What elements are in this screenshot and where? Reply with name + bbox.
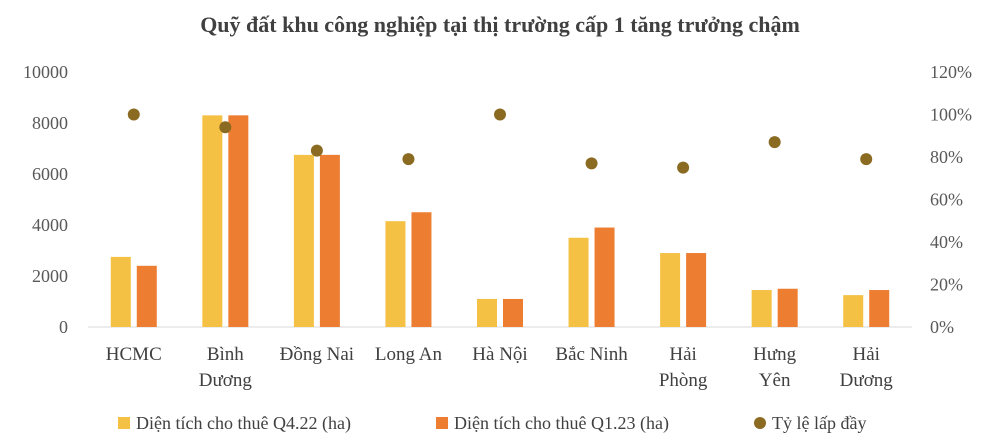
x-tick-label: Hải: [669, 344, 696, 365]
legend-marker: [754, 417, 766, 429]
x-tick-label: Đồng Nai: [280, 344, 354, 365]
x-tick-label: Bắc Ninh: [555, 344, 628, 365]
bar: [568, 237, 589, 327]
y-left-tick-label: 0: [59, 317, 68, 337]
data-point: [677, 161, 690, 174]
bar: [660, 253, 681, 327]
data-point: [585, 157, 598, 170]
bar: [751, 290, 772, 327]
chart-title: Quỹ đất khu công nghiệp tại thị trường c…: [200, 12, 800, 37]
bar: [293, 154, 314, 327]
bar: [385, 221, 406, 327]
bar: [411, 212, 432, 327]
bar: [843, 295, 864, 327]
x-tick-label: Dương: [199, 370, 253, 391]
bar: [136, 265, 157, 327]
y-right-tick-label: 60%: [930, 190, 963, 210]
legend-swatch: [436, 417, 448, 429]
bar: [477, 298, 497, 327]
x-tick-label: Hưng: [753, 344, 797, 365]
x-tick-label: Hải: [853, 344, 880, 365]
data-point: [402, 153, 415, 166]
data-point: [768, 136, 781, 149]
x-tick-label: Dương: [840, 370, 894, 391]
bar: [594, 227, 615, 327]
y-right-tick-label: 0%: [930, 317, 954, 337]
data-point: [219, 121, 232, 134]
y-left-tick-label: 4000: [32, 215, 68, 235]
bar: [202, 115, 223, 327]
y-left-tick-label: 6000: [32, 164, 68, 184]
x-tick-label: Long An: [375, 344, 443, 365]
data-point: [127, 108, 140, 121]
y-left-tick-label: 10000: [23, 62, 68, 82]
x-tick-label: HCMC: [106, 344, 162, 365]
legend-swatch: [118, 417, 130, 429]
legend-label: Tỷ lệ lấp đầy: [772, 413, 866, 433]
x-tick-label: Phòng: [659, 370, 708, 391]
bar: [228, 115, 249, 327]
data-point: [494, 108, 506, 121]
data-point: [310, 144, 323, 157]
y-right-tick-label: 20%: [930, 275, 963, 295]
bar: [777, 288, 798, 327]
y-right-tick-label: 120%: [930, 62, 972, 82]
bar: [503, 298, 523, 327]
y-right-tick-label: 40%: [930, 232, 963, 252]
bar: [869, 290, 890, 327]
x-tick-label: Hà Nội: [472, 344, 527, 365]
y-right-tick-label: 100%: [930, 105, 972, 125]
y-left-tick-label: 2000: [32, 266, 68, 286]
x-tick-label: Bình: [207, 344, 244, 365]
y-left-tick-label: 8000: [32, 113, 68, 133]
y-right-tick-label: 80%: [930, 147, 963, 167]
bar: [319, 154, 340, 327]
data-point: [860, 153, 873, 166]
bar: [686, 253, 707, 327]
x-tick-label: Yên: [759, 370, 791, 391]
legend-label: Diện tích cho thuê Q1.23 (ha): [454, 413, 669, 434]
bar: [110, 256, 131, 327]
legend-label: Diện tích cho thuê Q4.22 (ha): [136, 413, 351, 434]
